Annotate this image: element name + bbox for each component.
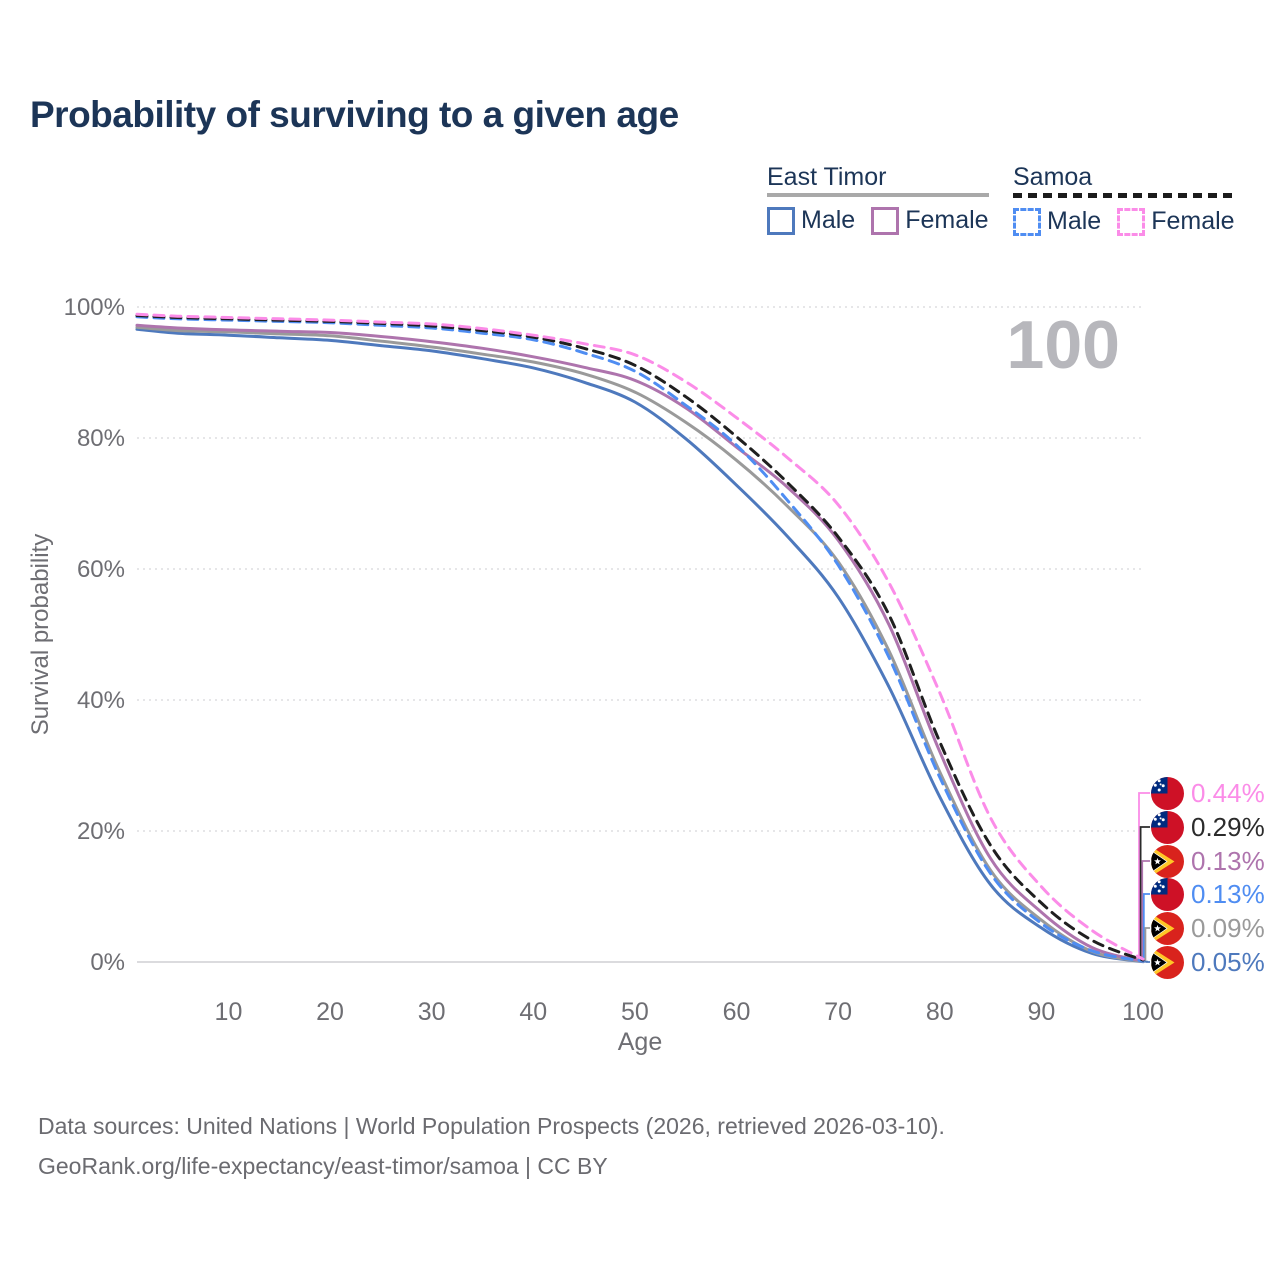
legend-item-samoa-female[interactable]: Female	[1117, 207, 1235, 236]
y-tick-label: 80%	[77, 425, 125, 452]
curve-samoa-female	[135, 312, 1145, 961]
curve-east-timor-female	[135, 323, 1145, 963]
y-tick-label: 20%	[77, 818, 125, 845]
x-axis-title: Age	[618, 1028, 662, 1056]
y-axis-title: Survival probability	[27, 534, 54, 735]
end-label-samoa-all: 0.29%	[1151, 810, 1265, 844]
x-tick-label: 60	[723, 998, 751, 1026]
x-tick-label: 50	[621, 998, 649, 1026]
x-tick-label: 20	[316, 998, 344, 1026]
end-label-value: 0.05%	[1191, 947, 1265, 977]
east-timor-flag-icon	[1151, 945, 1184, 979]
curve-east-timor-all	[135, 325, 1145, 963]
hovered-age-watermark: 100	[1007, 307, 1120, 383]
samoa-flag-icon	[1151, 810, 1184, 844]
x-tick-label: 40	[519, 998, 547, 1026]
end-label-samoa-female: 0.44%	[1151, 776, 1265, 810]
x-tick-label: 100	[1122, 998, 1164, 1026]
y-tick-label: 60%	[77, 556, 125, 583]
legend-group-samoa: Samoa Male Female	[1013, 163, 1235, 236]
legend-item-label: Male	[801, 206, 856, 234]
data-sources-line: Data sources: United Nations | World Pop…	[38, 1113, 945, 1139]
end-label-value: 0.13%	[1191, 879, 1265, 909]
x-tick-label: 70	[824, 998, 852, 1026]
end-label-value: 0.44%	[1191, 778, 1265, 808]
legend-item-label: Female	[905, 206, 989, 234]
east-timor-flag-icon	[1151, 844, 1184, 878]
east-timor-flag-icon	[1151, 911, 1184, 945]
curve-samoa-male	[135, 315, 1145, 963]
legend-item-samoa-male[interactable]: Male	[1013, 207, 1101, 236]
legend-header-samoa[interactable]: Samoa	[1013, 163, 1093, 191]
legend-item-east-timor-female[interactable]: Female	[871, 206, 989, 235]
end-label-samoa-male: 0.13%	[1151, 877, 1265, 911]
end-label-east-timor-all: 0.09%	[1151, 911, 1265, 945]
east-timor-male-swatch	[767, 206, 795, 235]
attribution-line: GeoRank.org/life-expectancy/east-timor/s…	[38, 1153, 608, 1179]
x-tick-label: 10	[215, 998, 243, 1026]
legend-header-east-timor[interactable]: East Timor	[767, 163, 887, 191]
y-tick-label: 0%	[90, 949, 125, 976]
legend-item-east-timor-male[interactable]: Male	[767, 206, 855, 235]
x-tick-label: 90	[1027, 998, 1055, 1026]
curve-east-timor-male	[135, 327, 1145, 964]
samoa-male-swatch	[1013, 207, 1041, 236]
east-timor-female-swatch	[871, 206, 900, 235]
legend-item-label: Female	[1151, 207, 1235, 235]
x-tick-label: 30	[418, 998, 446, 1026]
legend-item-label: Male	[1047, 207, 1102, 235]
end-label-value: 0.09%	[1191, 913, 1265, 943]
x-tick-label: 80	[926, 998, 954, 1026]
legend-line-sample-samoa	[1013, 193, 1235, 198]
end-label-value: 0.29%	[1191, 812, 1265, 842]
legend-line-sample-east-timor	[767, 193, 989, 197]
footer-note: Data sources: United Nations | World Pop…	[38, 1106, 945, 1186]
end-label-east-timor-male: 0.05%	[1151, 945, 1265, 979]
samoa-flag-icon	[1151, 776, 1184, 810]
samoa-flag-icon	[1151, 877, 1184, 911]
page-title: Probability of surviving to a given age	[30, 94, 679, 135]
end-label-east-timor-female: 0.13%	[1151, 844, 1265, 878]
samoa-female-swatch	[1117, 207, 1146, 236]
legend-group-east-timor: East Timor Male Female	[767, 163, 989, 235]
end-label-value: 0.13%	[1191, 846, 1265, 876]
y-tick-label: 40%	[77, 687, 125, 714]
y-tick-label: 100%	[64, 294, 125, 321]
